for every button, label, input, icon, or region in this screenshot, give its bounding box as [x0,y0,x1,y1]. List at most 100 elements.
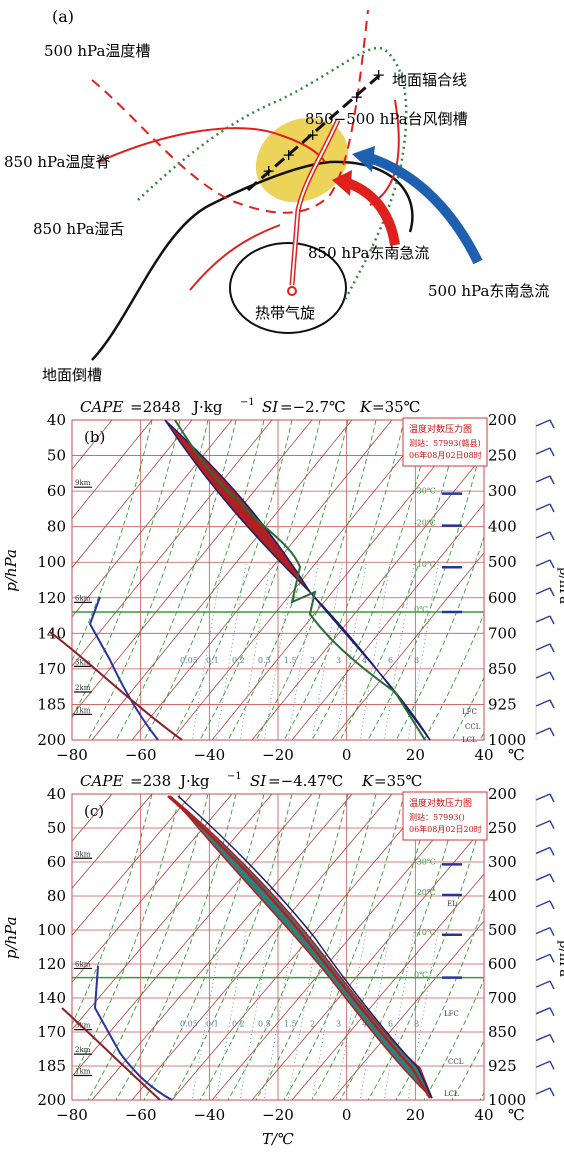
label-surface-trough: 地面倒槽 [42,366,102,384]
left-pressure-tick: 50 [47,447,66,465]
right-pressure-tick: 850 [488,1023,517,1041]
right-pressure-tick: 500 [488,553,517,571]
plus-marker: + [372,65,385,84]
panel-a-schematic: (a) + + + + + 500 hPa温度槽 850 hPa温度脊 850 … [4,7,549,384]
wind-barb [535,615,551,623]
mixing-ratio-line [359,931,391,1100]
dry-adiabat [251,826,484,1100]
inverted-trough-line-inner [291,119,339,286]
wind-barb-strip [535,419,555,740]
cyclone-center [287,286,297,296]
dry-adiabat [72,794,153,889]
level-el: EL [447,900,457,908]
level-ccl: CCL [448,1058,464,1066]
wind-barb-flag [549,671,555,681]
wind-barb-flag [549,475,555,485]
left-pressure-tick: 200 [37,731,66,749]
moist-adiabat [311,794,433,1100]
mixing-ratio-label: 0.05 [180,656,198,665]
cyclone-circle [229,242,347,334]
wind-barb-flag [549,503,555,513]
mixing-ratio-label: 2 [310,656,315,665]
moist-area [255,117,349,203]
dry-adiabat [291,503,484,740]
mixing-ratio-label: 0.1 [206,1020,219,1029]
left-pressure-tick: 40 [47,785,66,803]
wind-barb [535,1033,551,1042]
wind-barb-flag [549,927,555,936]
left-pressure-tick: 140 [37,989,66,1007]
x-axis-tick: −60 [125,746,157,764]
left-pressure-tick: 200 [37,1091,66,1109]
label-trough-500: 500 hPa温度槽 [44,42,150,60]
x-axis-unit: ℃ [508,1106,525,1124]
wind-barb [535,531,551,539]
wind-barb-flag [549,900,555,910]
dry-adiabat [291,873,484,1100]
cape-label: CAPE [80,772,123,790]
surface-darkred-line [49,631,183,741]
moist-adiabat [87,420,209,740]
x-axis-tick: −20 [262,746,294,764]
moist-adiabat [87,794,209,1100]
dry-adiabat [72,420,193,569]
mixing-ratio-label: 4 [362,656,367,665]
mixing-ratio-label: 3 [336,1020,341,1029]
isotherm-label: -20℃ [414,519,436,528]
level-lfc: LFC [462,708,477,716]
wind-barb-flag [549,1087,555,1097]
dry-adiabat [91,794,353,1100]
moist-adiabat [451,676,484,740]
right-pressure-tick: 700 [488,624,517,642]
x-axis-tick: −40 [194,1106,226,1124]
mixing-ratio-line [311,563,343,740]
surface-darkred-line [61,1007,161,1101]
height-label: 1km [75,706,91,714]
x-axis-tick: 40 [474,1106,493,1124]
k-value: =35℃ [372,398,420,416]
height-label: 1km [75,1068,91,1076]
moist-adiabat [479,731,484,740]
moist-adiabat [72,794,153,1026]
moist-adiabat [395,903,484,1100]
height-label: 3km [75,1022,91,1030]
wind-barb-flag [549,980,555,990]
wind-barb [535,587,551,595]
wind-barb-flag [549,643,555,653]
wind-barb-flag [549,419,555,429]
isotherm-label: -30℃ [414,857,436,866]
moist-adiabat [479,1092,484,1100]
dewpoint-profile [174,419,426,741]
mixing-ratio-line [359,563,391,740]
wind-barb-flag [549,559,555,569]
mixing-ratio-line [215,563,247,740]
right-pressure-tick: 1000 [488,731,526,749]
moist-adiabat [227,794,349,1100]
surface-blue-line [88,596,159,741]
moist-adiabat [143,420,265,740]
mixing-ratio-label: 1.5 [284,656,297,665]
temperature-profile [167,795,432,1099]
mixing-ratio-label: 0.1 [206,656,219,665]
wind-barb-flag [549,1034,555,1043]
si-label: SI [262,398,279,416]
moist-adiabat [283,794,405,1100]
jet-500-arrowhead [352,146,375,172]
dry-adiabat [72,794,233,983]
wind-barb [535,1060,551,1068]
cape-unit: J·kg [191,398,223,416]
moist-adiabat [395,534,484,740]
left-pressure-tick: 170 [37,660,66,678]
x-axis-tick: 20 [406,1106,425,1124]
level-ccl: CCL [465,723,481,731]
legend-time: 06年08月02日20时 [409,824,482,834]
panel-a-label: (a) [52,7,74,26]
label-convergence: 地面辐合线 [392,71,467,89]
dry-adiabat [171,794,433,1100]
right-pressure-tick: 700 [488,989,517,1007]
jet-850-arrowhead [332,170,352,196]
left-pressure-tick: 80 [47,887,66,905]
plus-marker: + [350,87,363,106]
mixing-ratio-label: 0.5 [258,1020,271,1029]
x-axis-unit: ℃ [508,746,525,764]
